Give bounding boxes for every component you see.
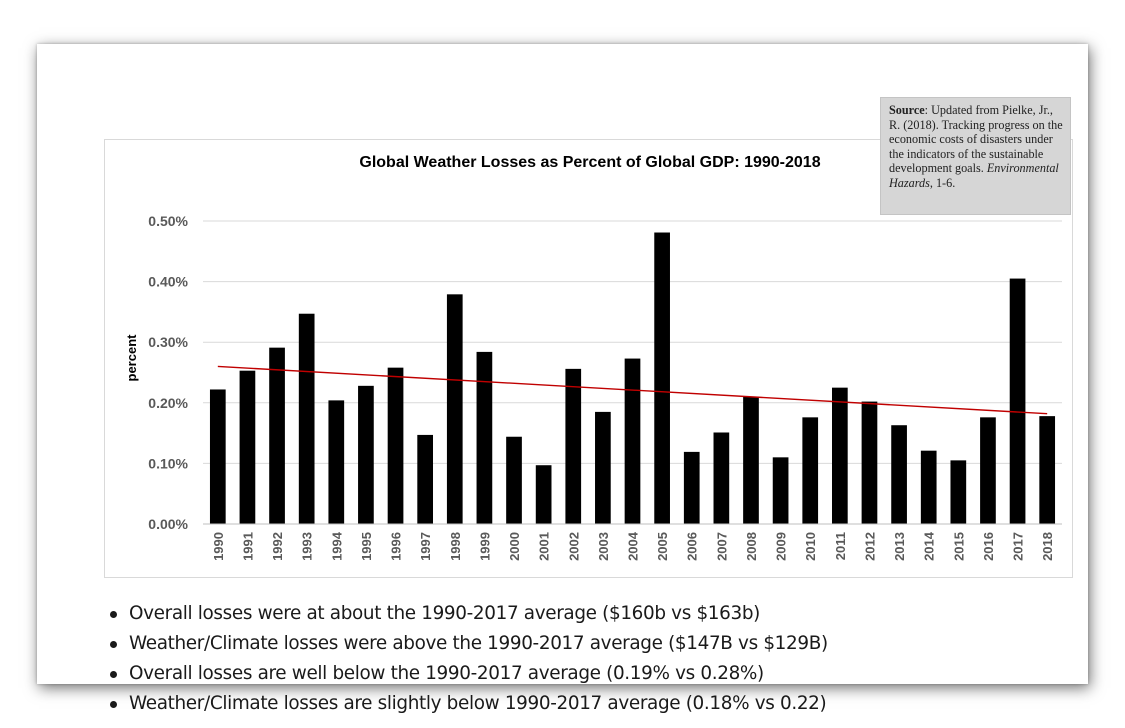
x-tick-label: 1994 (329, 531, 344, 561)
x-tick-label: 2000 (507, 532, 522, 561)
bar (565, 368, 582, 524)
x-tick-label: 2014 (922, 531, 937, 561)
bar (743, 396, 759, 524)
x-tick-label: 1991 (240, 532, 255, 561)
bar (387, 367, 404, 524)
bar (891, 425, 907, 524)
bar (831, 387, 848, 524)
bar (1039, 416, 1056, 524)
x-tick-label: 2016 (981, 532, 996, 561)
bar (506, 436, 522, 524)
bar (861, 401, 878, 524)
x-tick-label: 1997 (418, 532, 433, 561)
bar (772, 457, 789, 524)
x-tick-label: 2005 (655, 532, 670, 561)
source-text: : Updated from Pielke, Jr., R. (2018). T… (889, 103, 1063, 176)
x-tick-label: 1995 (359, 532, 374, 561)
x-tick-label: 2003 (596, 532, 611, 561)
source-journal: Environmental Hazards (889, 161, 1059, 190)
x-tick-label: 2001 (537, 532, 552, 561)
bar (683, 451, 700, 524)
x-tick-label: 2006 (685, 532, 700, 561)
x-tick-label: 2015 (951, 532, 966, 561)
y-tick-label: 0.30% (148, 334, 188, 350)
bar-chart: Global Weather Losses as Percent of Glob… (124, 154, 1062, 561)
x-tick-label: 2009 (774, 532, 789, 561)
x-tick-label: 1999 (477, 532, 492, 561)
y-tick-label: 0.50% (148, 213, 188, 229)
bar (298, 313, 315, 524)
list-item: Weather/Climate losses were above the 19… (107, 629, 828, 659)
bar (654, 232, 670, 524)
bar (595, 411, 611, 524)
x-tick-label: 2017 (1011, 532, 1026, 561)
source-label: Source (889, 103, 925, 117)
y-tick-label: 0.40% (148, 274, 188, 290)
y-tick-label: 0.10% (148, 455, 188, 471)
x-tick-label: 2008 (744, 532, 759, 561)
bar (476, 351, 493, 524)
y-tick-label: 0.00% (148, 516, 188, 532)
slide: Global Weather Losses as Percent of Glob… (37, 44, 1088, 714)
bar (209, 389, 226, 524)
source-pages: , 1-6. (929, 175, 956, 190)
findings-list: Overall losses were at about the 1990-20… (107, 599, 828, 719)
bar (239, 370, 256, 524)
x-tick-label: 2007 (714, 532, 729, 561)
bar (446, 294, 463, 524)
x-tick-label: 1992 (270, 532, 285, 561)
bar (417, 434, 434, 524)
x-tick-label: 2011 (833, 532, 848, 560)
y-axis-label: percent (124, 334, 139, 382)
bar (269, 347, 285, 524)
chart-title: Global Weather Losses as Percent of Glob… (359, 154, 820, 171)
bar (980, 417, 996, 524)
x-tick-label: 2004 (626, 531, 641, 561)
bar (713, 432, 730, 524)
x-tick-label: 2018 (1040, 532, 1055, 561)
x-tick-label: 2010 (803, 532, 818, 561)
bar (535, 465, 552, 524)
x-tick-label: 1990 (211, 532, 226, 561)
bar (624, 358, 641, 524)
x-tick-label: 2002 (566, 532, 581, 561)
x-tick-label: 1993 (300, 532, 315, 561)
list-item: Overall losses were at about the 1990-20… (107, 599, 828, 629)
x-tick-label: 1996 (389, 532, 404, 561)
x-tick-label: 2013 (892, 532, 907, 561)
bar (358, 385, 374, 524)
source-note: Source: Updated from Pielke, Jr., R. (20… (880, 97, 1071, 215)
y-tick-label: 0.20% (148, 395, 188, 411)
bar (328, 400, 345, 524)
x-tick-label: 1998 (448, 532, 463, 561)
x-tick-label: 2012 (862, 532, 877, 561)
bar (1009, 278, 1026, 524)
trendline (217, 365, 1048, 415)
bar (950, 460, 967, 524)
list-item: Overall losses are well below the 1990-2… (107, 659, 828, 689)
bar (802, 417, 819, 524)
list-item: Weather/Climate losses are slightly belo… (107, 689, 828, 719)
bar (920, 450, 937, 524)
